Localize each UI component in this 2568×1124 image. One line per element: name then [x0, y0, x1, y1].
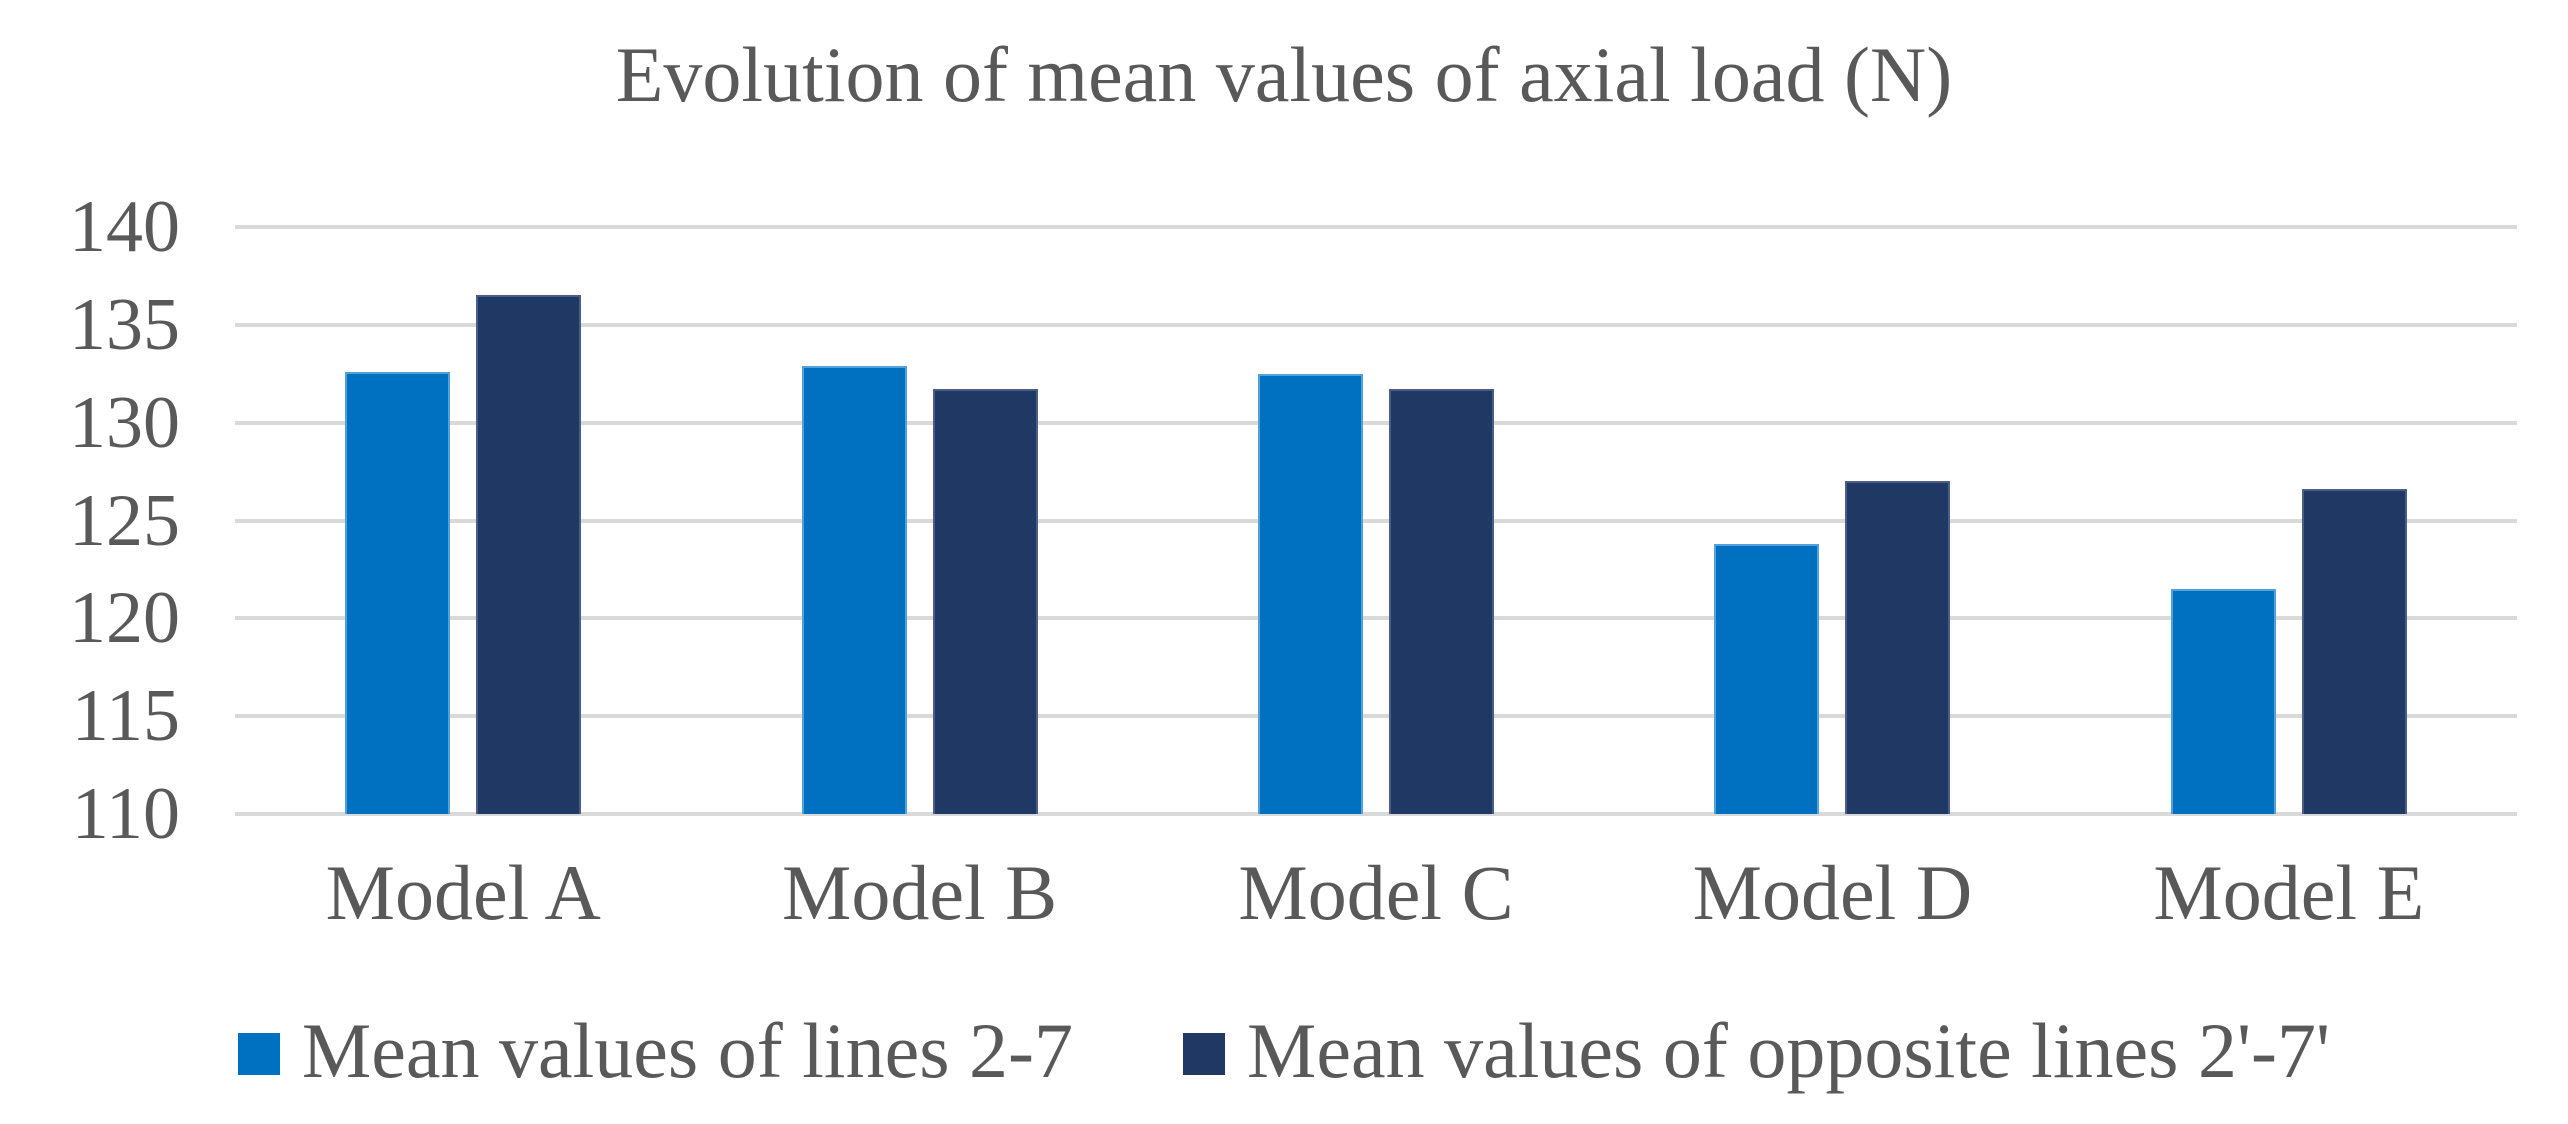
x-axis: Model A Model B Model C Model D Model E [235, 850, 2517, 936]
bar-series1-model-e [2170, 588, 2276, 814]
legend: Mean values of lines 2-7 Mean values of o… [0, 1008, 2568, 1094]
y-axis-tick-label: 115 [71, 675, 180, 758]
plot-area [235, 225, 2517, 816]
gridlines [235, 225, 2517, 816]
y-axis-tick-label: 125 [69, 479, 180, 562]
legend-item-series2: Mean values of opposite lines 2'-7' [1183, 1008, 2330, 1094]
legend-label: Mean values of lines 2-7 [301, 1007, 1074, 1094]
bar-series2-model-c [1389, 389, 1495, 814]
y-axis-tick-label: 130 [69, 381, 180, 464]
gridline [235, 225, 2517, 229]
y-axis-tick-label: 135 [69, 283, 180, 366]
plot-groups [235, 227, 2517, 814]
legend-swatch-icon [1183, 1032, 1226, 1075]
bar-series1-model-d [1714, 543, 1820, 814]
gridline [235, 322, 2517, 327]
bar-series1-model-c [1258, 373, 1364, 814]
bar-group-model-b [691, 227, 1147, 814]
y-axis-tick-label: 120 [69, 577, 180, 660]
bar-group-model-d [1604, 227, 2060, 814]
chart-title: Evolution of mean values of axial load (… [615, 31, 1953, 118]
bar-group-model-e [2061, 227, 2517, 814]
x-axis-category-label-model-d: Model D [1692, 849, 1973, 936]
x-axis-category-label-model-c: Model C [1238, 849, 1514, 936]
legend-label: Mean values of opposite lines 2'-7' [1247, 1007, 2331, 1094]
gridline [235, 616, 2517, 621]
bar-series2-model-e [2301, 489, 2407, 814]
gridline [235, 518, 2517, 523]
y-axis-tick-label: 110 [71, 773, 180, 855]
legend-item-series1: Mean values of lines 2-7 [237, 1007, 1074, 1094]
y-axis-tick-label: 140 [69, 186, 180, 268]
bar-series2-model-a [476, 295, 582, 814]
bar-group-model-a [235, 227, 691, 814]
bar-series1-model-a [345, 371, 451, 814]
bar-series2-model-d [1845, 481, 1951, 814]
legend-swatch-icon [237, 1032, 280, 1075]
x-axis-category-label-model-b: Model B [782, 849, 1058, 936]
gridline [235, 812, 2517, 816]
x-axis-category-label-model-e: Model E [2153, 849, 2425, 936]
bar-series2-model-b [932, 389, 1038, 814]
x-axis-category-label-model-a: Model A [325, 849, 601, 936]
gridline [235, 420, 2517, 425]
gridline [235, 714, 2517, 719]
y-axis: 140 135 130 125 120 115 110 [0, 186, 180, 855]
bar-series1-model-b [801, 365, 907, 814]
bar-group-model-c [1148, 227, 1604, 814]
